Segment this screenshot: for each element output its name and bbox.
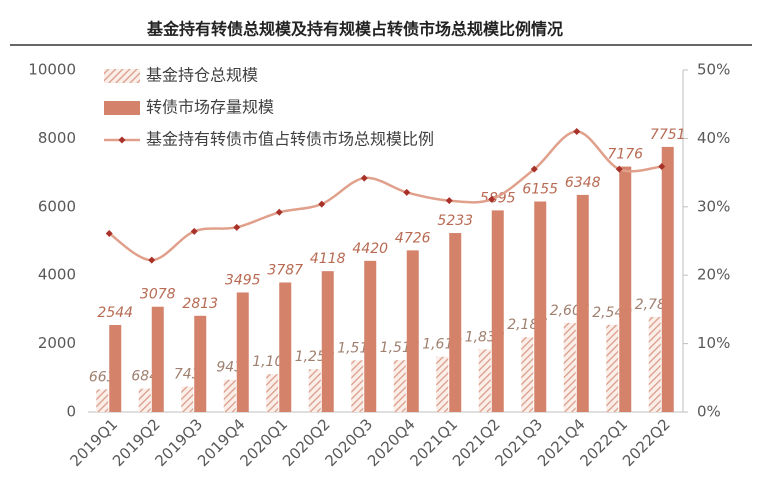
value-label: 6348: [565, 175, 601, 191]
bar: [223, 379, 236, 412]
line-marker: [148, 256, 156, 264]
legend-label: 基金持有转债市值占转债市场总规模比例: [146, 130, 434, 149]
bar: [393, 360, 406, 412]
value-label: 6155: [522, 181, 558, 197]
value-label: 4118: [310, 251, 346, 267]
bar: [266, 374, 279, 412]
bar: [279, 282, 292, 412]
bar: [109, 324, 122, 412]
line-marker: [233, 223, 241, 231]
line-marker: [658, 162, 666, 170]
y-tick-label: 4000: [38, 266, 76, 284]
y-tick-label: 10000: [28, 61, 76, 79]
value-label: 3787: [267, 262, 303, 278]
bar: [534, 201, 547, 412]
bar: [449, 233, 462, 412]
value-label: 2544: [97, 305, 133, 321]
y2-tick-label: 20%: [697, 266, 730, 284]
bar: [436, 356, 449, 412]
value-label: 943: [216, 360, 243, 376]
line-marker: [275, 208, 283, 216]
bar: [364, 260, 377, 412]
bar: [491, 210, 504, 412]
bar: [151, 306, 164, 412]
y2-tick-label: 30%: [697, 197, 730, 215]
line-marker: [190, 227, 198, 235]
bar: [351, 360, 364, 412]
bar: [96, 389, 109, 412]
bar: [619, 166, 632, 412]
value-label: 663: [89, 369, 116, 385]
value-label: 7176: [607, 147, 643, 163]
bar: [478, 349, 491, 412]
value-label: 4420: [352, 241, 388, 257]
y-tick-label: 2000: [38, 334, 76, 352]
bar: [563, 322, 576, 412]
legend-swatch: [104, 69, 140, 83]
legend-swatch: [104, 101, 140, 115]
bar: [138, 388, 151, 412]
y2-tick-label: 0%: [697, 403, 721, 421]
legend-label: 基金持仓总规模: [146, 66, 258, 85]
bar: [606, 324, 619, 412]
x-tick-label: 2022Q2: [619, 415, 674, 470]
y-tick-label: 0: [66, 403, 76, 421]
value-label: 5233: [437, 213, 473, 229]
bar: [181, 386, 194, 412]
line-marker: [573, 128, 581, 136]
value-label: 3078: [140, 287, 176, 303]
y-tick-label: 6000: [38, 197, 76, 215]
bar: [321, 271, 334, 412]
bar: [236, 292, 249, 412]
chart-title: 基金持有转债总规模及持有规模占转债市场总规模比例情况: [146, 20, 563, 39]
value-label: 4726: [395, 230, 431, 246]
value-label: 743: [174, 367, 201, 383]
line-marker: [488, 195, 496, 203]
y-tick-label: 8000: [38, 129, 76, 147]
line-marker: [105, 229, 113, 237]
line-marker: [445, 197, 453, 205]
line-marker: [318, 200, 326, 208]
bar: [576, 194, 589, 412]
value-label: 2813: [182, 296, 218, 312]
line-marker: [403, 188, 411, 196]
value-label: 684: [131, 369, 158, 385]
value-label: 5895: [480, 190, 516, 206]
legend-label: 转债市场存量规模: [146, 98, 274, 117]
bar: [521, 337, 534, 412]
y2-tick-label: 50%: [697, 61, 730, 79]
bar: [194, 315, 207, 412]
line-marker: [615, 165, 623, 173]
y2-tick-label: 40%: [697, 129, 730, 147]
y2-tick-label: 10%: [697, 334, 730, 352]
line-marker: [360, 174, 368, 182]
value-label: 7751: [650, 127, 686, 143]
line-marker: [530, 165, 538, 173]
bar: [406, 250, 419, 412]
legend-marker: [118, 136, 126, 144]
bar: [308, 369, 321, 412]
bar: [648, 316, 661, 412]
bar: [661, 146, 674, 412]
value-label: 3495: [225, 272, 261, 288]
